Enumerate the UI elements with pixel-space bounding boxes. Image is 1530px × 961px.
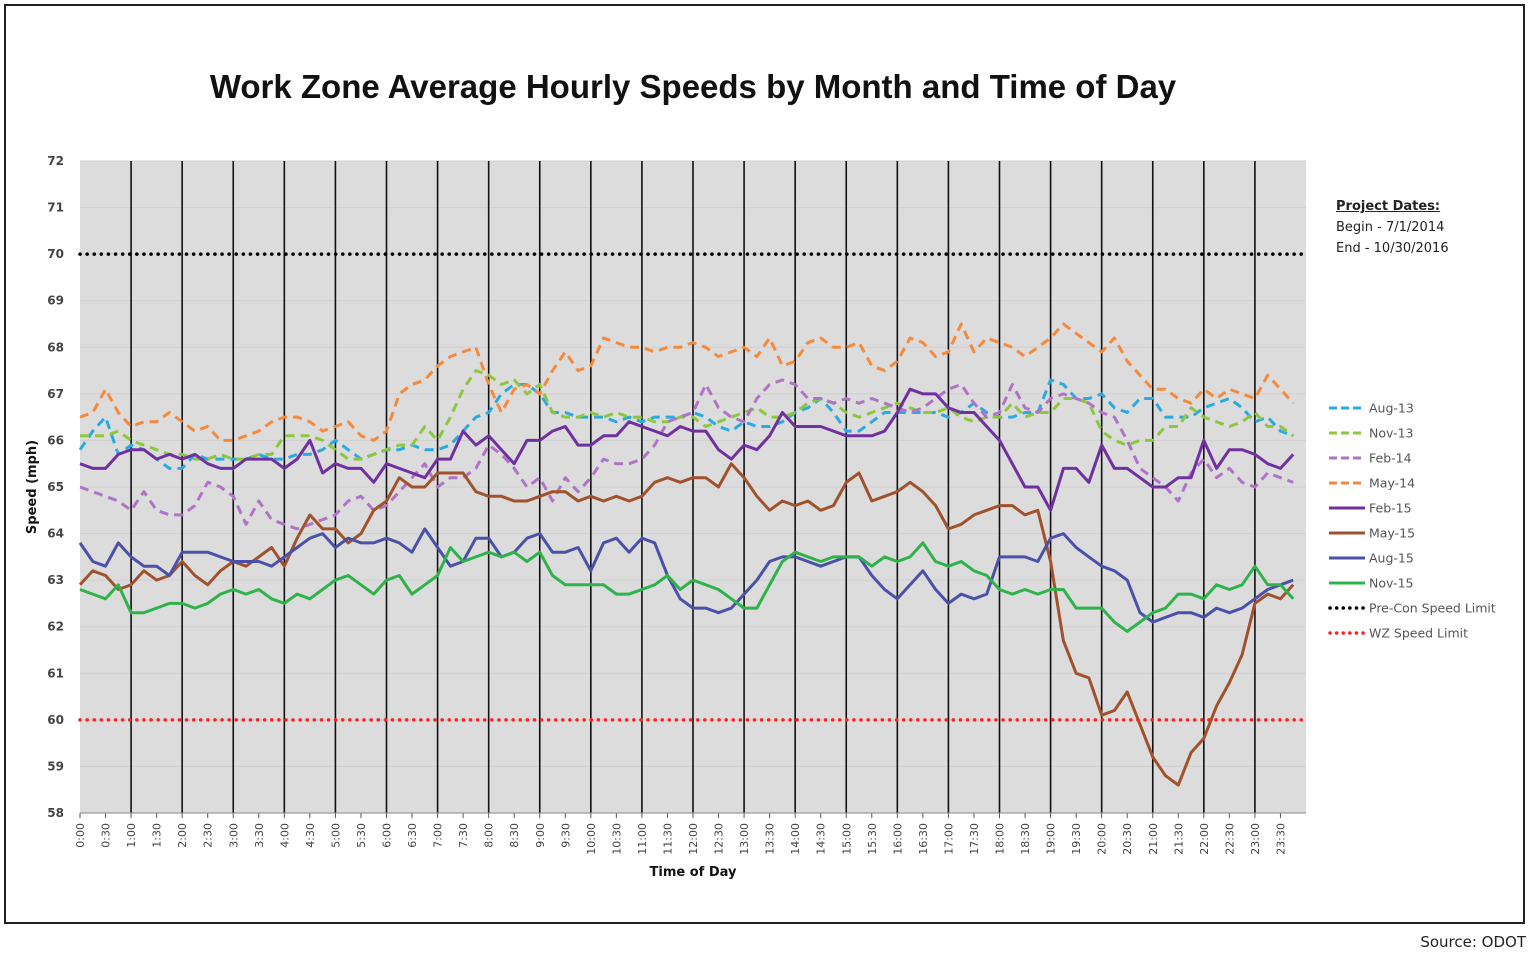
legend-label-wz-speed-limit: WZ Speed Limit: [1369, 626, 1468, 641]
legend: Aug-13 Nov-13 Feb-14 May-14 Feb-15 May-15 Aug-…: [1328, 401, 1496, 641]
legend-label-nov-13: Nov-13: [1369, 426, 1413, 441]
x-tick-label: 2:30: [202, 823, 215, 848]
x-tick-label: 23:00: [1249, 823, 1262, 855]
x-tick-label: 16:30: [917, 823, 930, 855]
y-tick-label: 66: [47, 433, 64, 447]
x-tick-label: 13:00: [738, 823, 751, 855]
x-tick-label: 14:00: [789, 823, 802, 855]
y-tick-label: 69: [47, 294, 64, 308]
y-tick-label: 70: [47, 247, 64, 261]
x-tick-label: 7:00: [432, 823, 445, 848]
y-tick-label: 61: [47, 666, 64, 680]
x-tick-label: 5:30: [355, 823, 368, 848]
x-tick-label: 12:30: [713, 823, 726, 855]
legend-label-may-15: May-15: [1369, 526, 1415, 541]
legend-label-nov-15: Nov-15: [1369, 576, 1413, 591]
project-dates: Project Dates: Begin - 7/1/2014 End - 10…: [1336, 196, 1449, 259]
x-tick-label: 20:30: [1121, 823, 1134, 855]
x-tick-label: 16:00: [891, 823, 904, 855]
y-tick-label: 58: [47, 806, 64, 820]
project-begin-date: Begin - 7/1/2014: [1336, 220, 1445, 235]
chart-title: Work Zone Average Hourly Speeds by Month…: [209, 68, 1177, 105]
x-tick-label: 12:00: [687, 823, 700, 855]
y-tick-label: 64: [47, 527, 64, 541]
x-tick-label: 8:30: [508, 823, 521, 848]
x-tick-label: 10:30: [610, 823, 623, 855]
series-line-nov-15: [79, 541, 1295, 633]
x-tick-label: 4:30: [304, 823, 317, 848]
series-line-nov-13: [80, 369, 1295, 461]
x-tick-label: 0:00: [74, 823, 87, 848]
y-tick-label: 67: [47, 387, 64, 401]
x-tick-label: 21:00: [1147, 823, 1160, 855]
x-tick-label: 11:30: [661, 823, 674, 855]
x-tick-label: 4:00: [278, 823, 291, 848]
series-line-feb-14: [79, 378, 1294, 531]
x-tick-label: 23:30: [1274, 823, 1287, 855]
x-tick-label: 6:00: [381, 823, 394, 848]
project-end-date: End - 10/30/2016: [1336, 241, 1449, 256]
y-tick-label: 63: [47, 573, 64, 587]
x-tick-label: 2:00: [176, 823, 189, 848]
x-tick-label: 9:00: [534, 823, 547, 848]
series-line-may-15: [78, 462, 1295, 787]
y-tick-labels: 58 59 60 61 62 63 64 65 66 67 68 69 70 71 72: [47, 154, 64, 820]
x-tick-label: 6:30: [406, 823, 419, 848]
x-tick-label: 13:30: [764, 823, 777, 855]
x-tick-label: 18:00: [994, 823, 1007, 855]
x-tick-labels: 0:00 0:30 1:00 1:30 2:00 2:30 3:00 3:30 4:00 4:30…: [74, 823, 1287, 855]
x-axis-title: Time of Day: [650, 865, 737, 880]
y-tick-label: 68: [47, 340, 64, 354]
x-tick-label: 18:30: [1019, 823, 1032, 855]
x-tick-label: 14:30: [815, 823, 828, 855]
series-line-aug-15: [78, 527, 1294, 624]
x-tick-label: 7:30: [457, 823, 470, 848]
x-tick-label: 17:00: [942, 823, 955, 855]
x-tick-label: 19:30: [1070, 823, 1083, 855]
x-tick-label: 1:30: [151, 823, 164, 848]
y-tick-label: 59: [47, 759, 64, 773]
x-tick-label: 22:30: [1223, 823, 1236, 855]
x-tick-label: 9:30: [559, 823, 572, 848]
y-tick-label: 60: [47, 713, 64, 727]
project-dates-heading: Project Dates:: [1336, 199, 1441, 214]
legend-label-feb-14: Feb-14: [1369, 451, 1412, 466]
y-tick-label: 71: [47, 201, 64, 215]
series-line-may-14: [79, 322, 1295, 442]
series-line-feb-15: [79, 387, 1295, 512]
x-tick-label: 5:00: [329, 823, 342, 848]
x-tick-label: 22:00: [1198, 823, 1211, 855]
x-tick-label: 15:30: [866, 823, 879, 855]
x-tick-label: 3:30: [253, 823, 266, 848]
series-lines: [78, 252, 1308, 787]
legend-label-pre-con-speed-limit: Pre-Con Speed Limit: [1369, 601, 1496, 616]
x-tick-label: 20:00: [1096, 823, 1109, 855]
legend-label-aug-15: Aug-15: [1369, 551, 1414, 566]
x-tick-label: 3:00: [227, 823, 240, 848]
legend-label-may-14: May-14: [1369, 476, 1415, 491]
x-tick-label: 8:00: [483, 823, 496, 848]
x-tick-label: 17:30: [968, 823, 981, 855]
x-tick-label: 21:30: [1172, 823, 1185, 855]
x-tick-label: 19:00: [1045, 823, 1058, 855]
y-tick-label: 62: [47, 620, 64, 634]
x-tick-label: 1:00: [125, 823, 138, 848]
y-axis-title: Speed (mph): [25, 440, 40, 534]
legend-label-aug-13: Aug-13: [1369, 401, 1414, 416]
x-tick-label: 11:00: [636, 823, 649, 855]
legend-label-feb-15: Feb-15: [1369, 501, 1412, 516]
source-note: Source: ODOT: [1420, 933, 1526, 951]
x-tick-label: 15:00: [840, 823, 853, 855]
y-tick-label: 72: [47, 154, 64, 168]
x-tick-label: 10:00: [585, 823, 598, 855]
x-tick-label: 0:30: [100, 823, 113, 848]
y-tick-label: 65: [47, 480, 64, 494]
